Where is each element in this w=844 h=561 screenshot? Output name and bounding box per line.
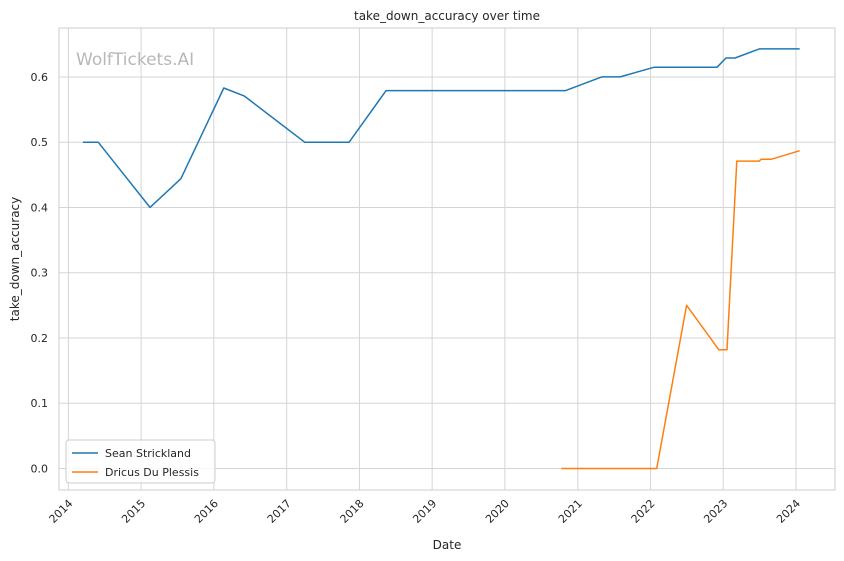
y-tick-label-0.3: 0.3: [31, 267, 49, 280]
x-tick-label-2024: 2024: [774, 497, 803, 526]
y-axis-label: take_down_accuracy: [8, 197, 22, 321]
x-axis-label: Date: [433, 538, 462, 552]
y-gridlines: [59, 76, 835, 469]
x-tick-label-2015: 2015: [119, 497, 148, 526]
series-line-dricus-du-plessis: [561, 149, 800, 470]
watermark-text: WolfTickets.AI: [76, 50, 194, 70]
x-tick-label-2019: 2019: [410, 497, 439, 526]
legend-label-dricus-du-plessis: Dricus Du Plessis: [105, 466, 199, 479]
x-tick-labels: 2014 2015 2016 2017 2018 2019 2020 2021 2022 2023…: [46, 497, 803, 526]
y-tick-label-0.0: 0.0: [31, 462, 49, 475]
chart-title: take_down_accuracy over time: [354, 9, 540, 23]
x-tick-label-2017: 2017: [265, 497, 294, 526]
x-tick-label-2014: 2014: [46, 497, 75, 526]
legend-box: [65, 439, 216, 484]
legend-label-sean-strickland: Sean Strickland: [105, 447, 191, 460]
y-tick-label-0.4: 0.4: [31, 201, 49, 214]
y-tick-label-0.2: 0.2: [31, 332, 49, 345]
y-tick-labels: 0.0 0.1 0.2 0.3 0.4 0.5 0.6: [31, 71, 49, 476]
x-tick-label-2021: 2021: [556, 497, 585, 526]
y-tick-label-0.5: 0.5: [31, 136, 49, 149]
x-tick-label-2022: 2022: [629, 497, 658, 526]
x-tick-label-2016: 2016: [192, 497, 221, 526]
series-layer: [82, 48, 800, 470]
x-tick-label-2020: 2020: [483, 497, 512, 526]
y-tick-label-0.1: 0.1: [31, 397, 49, 410]
x-tick-label-2018: 2018: [338, 497, 367, 526]
series-line-sean-strickland: [82, 48, 800, 209]
x-tick-label-2023: 2023: [701, 497, 730, 526]
x-gridlines: [67, 28, 797, 490]
plot-frame: [58, 27, 836, 491]
y-tick-label-0.6: 0.6: [31, 71, 49, 84]
legend: Sean Strickland Dricus Du Plessis: [65, 439, 216, 484]
